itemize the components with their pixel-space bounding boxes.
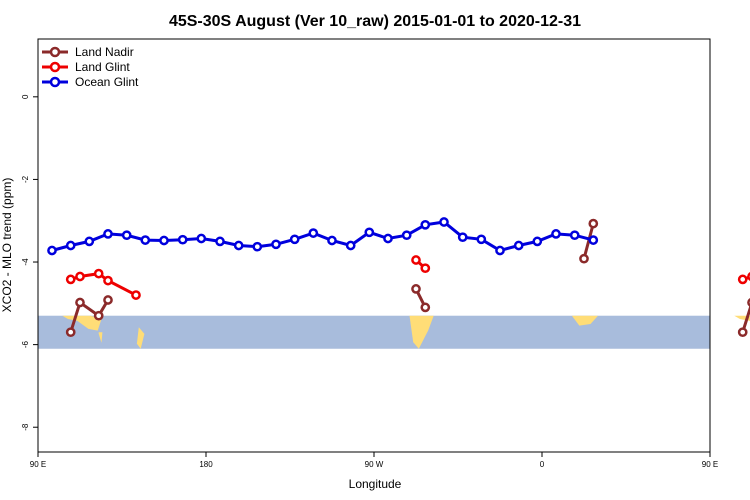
legend-label-land-nadir: Land Nadir xyxy=(75,45,134,59)
ocean-glint-point-0-23 xyxy=(476,234,487,245)
x-tick-label-1: 180 xyxy=(199,460,213,469)
ocean-glint-point-0-26 xyxy=(532,236,543,247)
legend-label-ocean-glint: Ocean Glint xyxy=(75,75,139,89)
ocean-glint-point-0-19 xyxy=(401,230,412,241)
ocean-glint-point-0-11 xyxy=(252,241,263,252)
ocean-glint-point-0-5 xyxy=(140,235,151,245)
land-glint-point-0-2 xyxy=(93,268,104,279)
ocean-glint-point-0-10 xyxy=(233,240,244,251)
ocean-glint-point-0-13 xyxy=(289,234,300,245)
land-nadir-point-1-0 xyxy=(411,284,421,294)
land-africa xyxy=(571,315,598,326)
plot-area xyxy=(37,38,750,453)
ocean-glint-point-0-14 xyxy=(308,228,319,238)
land-glint-point-0-4 xyxy=(131,290,141,300)
ocean-glint-point-0-1 xyxy=(65,240,76,251)
land-nadir-point-0-1 xyxy=(75,297,85,308)
land-glint-point-0-3 xyxy=(103,275,113,286)
x-tick-label-2: 90 W xyxy=(365,460,384,469)
y-tick-label-2: -4 xyxy=(21,258,30,266)
series-land-glint xyxy=(65,255,750,300)
ocean-glint-point-0-8 xyxy=(196,233,207,244)
land-south-america xyxy=(409,315,434,349)
ocean-glint-point-0-3 xyxy=(103,229,113,239)
ocean-glint-point-0-15 xyxy=(327,235,337,246)
ocean-glint-point-0-17 xyxy=(364,227,375,238)
land-nadir-line-3 xyxy=(741,303,750,333)
land-nadir-line-0 xyxy=(69,299,110,333)
land-nadir-point-1-1 xyxy=(420,302,431,313)
land-australia xyxy=(62,315,102,331)
ocean-glint-point-0-6 xyxy=(159,235,169,246)
x-axis-label: Longitude xyxy=(349,477,402,491)
legend-marker-land-nadir xyxy=(49,46,61,58)
ocean-glint-point-0-28 xyxy=(569,230,580,241)
land-glint-point-1-0 xyxy=(411,255,421,265)
land-glint-point-2-0 xyxy=(737,274,748,285)
legend-label-land-glint: Land Glint xyxy=(75,60,130,74)
ocean-glint-point-0-22 xyxy=(457,232,468,243)
ocean-glint-point-0-25 xyxy=(513,240,524,251)
y-tick-label-1: -2 xyxy=(21,175,30,183)
y-tick-label-3: -6 xyxy=(21,341,30,349)
map-band xyxy=(38,315,750,349)
series-ocean-glint xyxy=(47,217,599,256)
x-tick-label-0: 90 E xyxy=(30,460,46,469)
ocean-glint-point-0-0 xyxy=(47,245,57,256)
ocean-glint-point-0-2 xyxy=(84,236,95,247)
ocean-glint-point-0-27 xyxy=(551,229,561,239)
y-axis: 0 -2 -4 -6 -8 xyxy=(21,94,38,431)
x-axis: 90 E 180 90 W 0 90 E xyxy=(30,452,718,469)
land-nadir-point-0-3 xyxy=(103,295,113,305)
ocean-glint-point-0-7 xyxy=(177,234,188,245)
ocean-glint-point-0-4 xyxy=(121,230,132,241)
ocean-glint-point-0-24 xyxy=(495,245,505,256)
land-glint-point-0-1 xyxy=(75,271,85,282)
legend-item-land-glint: Land Glint xyxy=(42,60,130,74)
x-tick-label-4: 90 E xyxy=(702,460,718,469)
land-new-zealand xyxy=(136,327,145,349)
ocean-glint-point-0-20 xyxy=(420,219,431,230)
land-nadir-point-2-0 xyxy=(579,253,589,264)
land-nadir-point-0-2 xyxy=(93,310,104,321)
series-layer xyxy=(47,217,750,338)
land-nadir-point-3-0 xyxy=(737,327,748,338)
ocean-glint-line-0 xyxy=(51,220,594,253)
y-axis-label: XCO2 - MLO trend (ppm) xyxy=(0,178,14,313)
ocean-glint-point-0-18 xyxy=(383,233,393,244)
ocean-glint-point-0-16 xyxy=(345,240,356,251)
land-glint-point-1-1 xyxy=(420,263,431,274)
x-tick-label-3: 0 xyxy=(540,460,545,469)
ocean-glint-point-0-21 xyxy=(439,217,449,227)
y-tick-label-4: -8 xyxy=(21,423,30,431)
land-nadir-point-0-0 xyxy=(65,327,76,338)
land-nadir-point-2-1 xyxy=(588,218,599,229)
ocean-glint-point-0-9 xyxy=(215,236,225,247)
legend-item-land-nadir: Land Nadir xyxy=(42,45,134,59)
land-tasmania xyxy=(98,332,103,343)
ocean-glint-point-0-12 xyxy=(271,239,281,250)
ocean-band xyxy=(38,315,710,349)
legend-marker-land-glint xyxy=(49,61,61,73)
ocean-glint-point-0-29 xyxy=(588,235,599,245)
legend-item-ocean-glint: Ocean Glint xyxy=(42,75,139,89)
legend-marker-ocean-glint xyxy=(49,76,61,88)
plot-frame xyxy=(37,38,711,453)
land-glint-point-0-0 xyxy=(65,274,76,285)
y-tick-label-0: 0 xyxy=(21,94,30,99)
chart-title: 45S-30S August (Ver 10_raw) 2015-01-01 t… xyxy=(169,13,581,30)
